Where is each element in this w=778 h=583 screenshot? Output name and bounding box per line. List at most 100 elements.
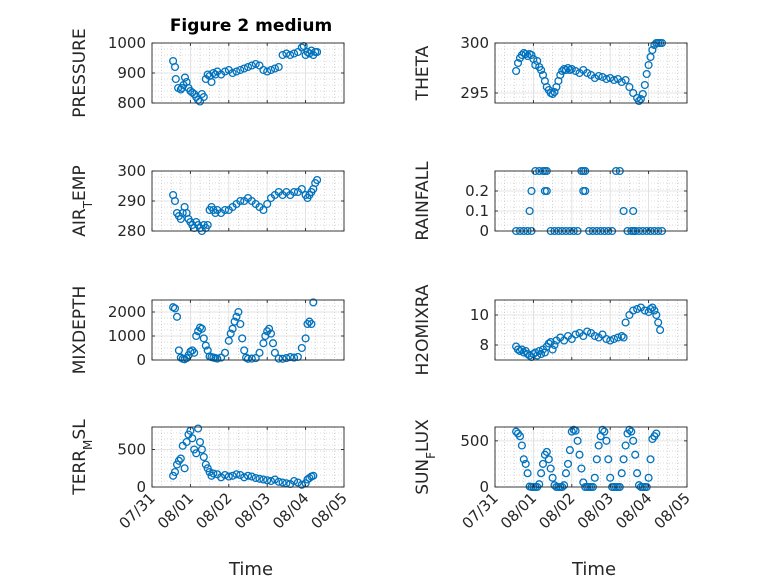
y-tick-label: 0 (479, 478, 489, 496)
data-point (290, 353, 299, 362)
data-point (640, 306, 649, 315)
data-point (515, 346, 525, 356)
data-point (213, 354, 222, 363)
y-axis-label: RAINFALL (413, 161, 433, 241)
data-point (606, 473, 615, 482)
data-point (203, 70, 212, 79)
data-point (535, 480, 544, 489)
data-point (652, 310, 661, 320)
data-point (631, 450, 640, 459)
data-point (621, 441, 630, 450)
data-point (598, 72, 607, 82)
data-point (513, 58, 523, 68)
series-markers (512, 303, 665, 362)
data-point (188, 346, 197, 355)
subplot-4: 0 1000 2000 MIXDEPTH (70, 286, 345, 375)
data-point (236, 470, 245, 480)
data-point (232, 470, 241, 479)
y-axis-label-subscript: M (81, 440, 95, 450)
subplot-0: 800 900 1000 PRESSURE (70, 28, 345, 118)
data-point (527, 50, 536, 60)
data-point (560, 481, 569, 490)
data-point (205, 467, 214, 477)
data-point (217, 473, 226, 482)
data-point (634, 96, 644, 106)
data-point (207, 77, 216, 87)
y-tick-label: 290 (117, 192, 146, 210)
subplot-1: 295 300 THETA (413, 34, 688, 106)
axes-frame (494, 170, 688, 232)
data-point (297, 184, 306, 194)
data-point (201, 341, 210, 350)
axes-frame (151, 426, 345, 488)
data-point (217, 353, 226, 362)
data-point (642, 69, 651, 79)
data-point (190, 348, 199, 357)
data-point (303, 319, 312, 329)
data-point (243, 62, 253, 72)
data-point (274, 354, 283, 363)
data-point (169, 303, 178, 312)
data-point (305, 473, 314, 483)
data-point (240, 473, 249, 482)
data-point (169, 471, 178, 480)
data-point (598, 425, 607, 434)
data-point (207, 471, 216, 480)
y-axis-label: MIXDEPTH (70, 286, 90, 375)
x-axis-label-right: Time (571, 559, 616, 580)
data-point (609, 75, 619, 85)
data-point (224, 336, 233, 345)
data-point (259, 205, 268, 215)
data-point (561, 469, 571, 478)
data-point (286, 353, 295, 362)
data-point (533, 351, 542, 360)
data-point (571, 66, 580, 76)
data-point (519, 455, 528, 464)
data-point (548, 345, 557, 354)
data-point (286, 50, 295, 60)
y-axis-label: TERRMSL (70, 419, 95, 496)
data-point (617, 469, 626, 478)
data-point (195, 437, 205, 447)
y-tick-label: 1000 (108, 34, 146, 52)
data-point (600, 427, 609, 436)
data-point (636, 94, 645, 104)
data-point (594, 71, 603, 81)
data-point (228, 68, 237, 78)
data-point (188, 434, 197, 443)
data-point (236, 196, 245, 206)
data-point (542, 186, 551, 196)
data-point (517, 441, 526, 450)
data-point (542, 447, 551, 456)
data-point (290, 49, 299, 58)
data-point (265, 324, 274, 333)
data-point (282, 354, 291, 363)
y-axis-label-subscript: F (424, 452, 438, 459)
data-point (602, 436, 611, 445)
data-point (174, 456, 183, 465)
data-point (550, 340, 559, 350)
data-point (638, 89, 647, 99)
y-axis-label-main: AIR (70, 208, 90, 237)
data-point (228, 324, 237, 333)
data-point (652, 429, 661, 438)
series-markers (512, 38, 667, 106)
data-point (266, 329, 276, 338)
data-point (556, 70, 565, 80)
data-point (220, 67, 230, 76)
axes-frame (494, 299, 688, 361)
data-point (621, 318, 630, 327)
data-point (199, 452, 208, 462)
data-point (170, 62, 180, 72)
axes-frame (494, 426, 688, 488)
data-point (274, 62, 283, 72)
data-point (629, 436, 638, 445)
data-point (186, 347, 195, 356)
data-point (613, 333, 622, 342)
data-point (270, 348, 279, 357)
data-point (627, 427, 636, 436)
data-point (527, 186, 536, 196)
data-point (561, 65, 571, 75)
